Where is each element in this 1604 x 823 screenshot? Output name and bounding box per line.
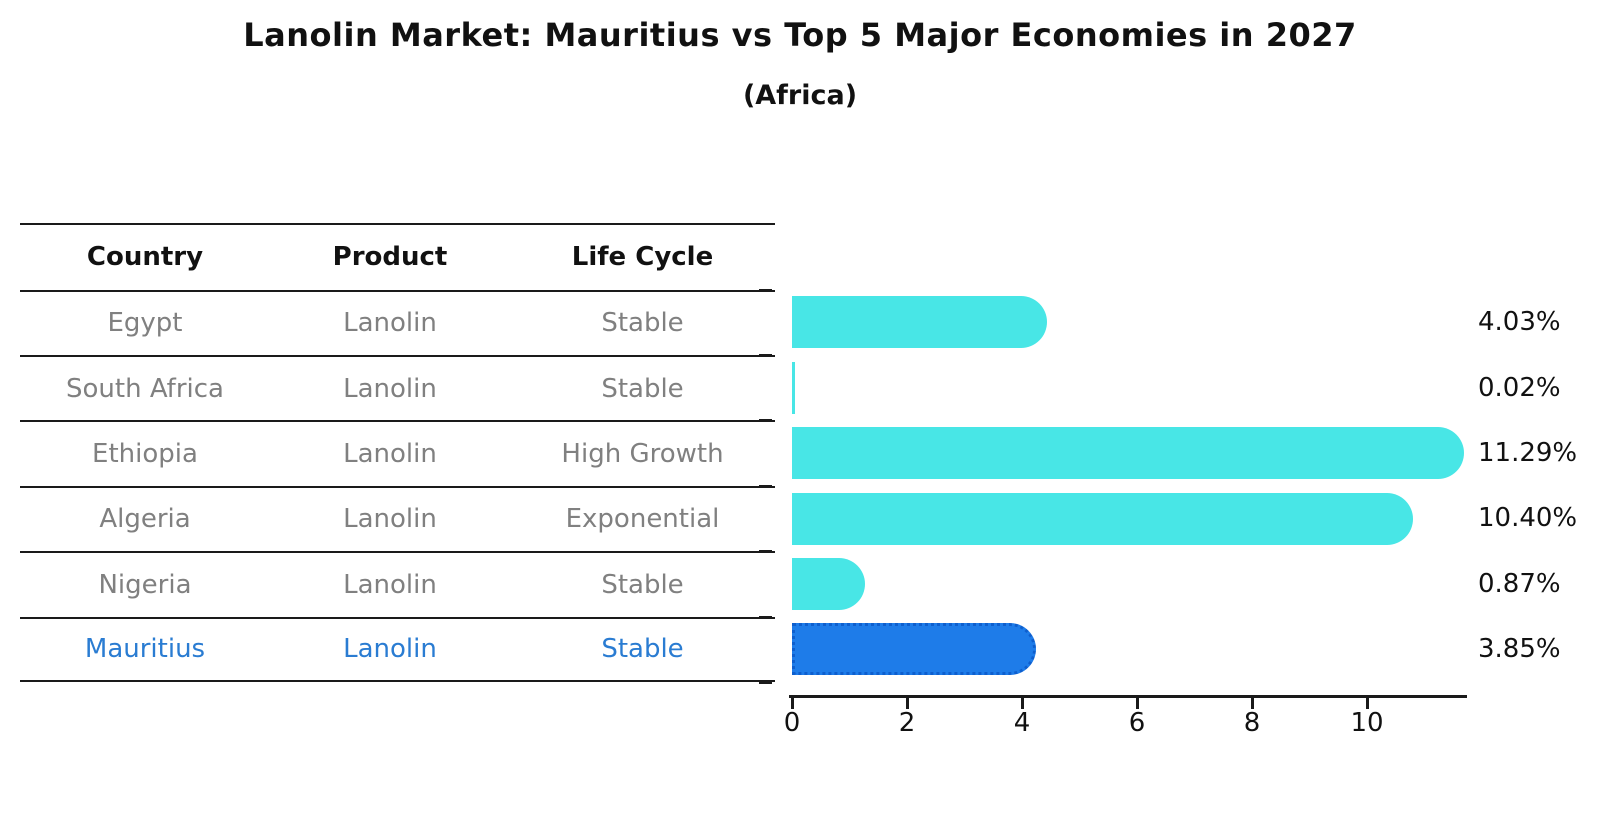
table-row-nigeria: Nigeria Lanolin Stable [20,551,775,616]
x-axis-tick [1135,698,1139,709]
x-axis-line [789,695,1467,698]
country-cell: Egypt [107,308,183,339]
country-cell: Ethiopia [92,439,198,470]
product-cell: Lanolin [343,373,437,404]
table-body: Egypt Lanolin Stable South Africa Lanolin Sta… [20,289,775,682]
x-axis-tick-label: 0 [783,708,801,738]
bar-ethiopia [792,427,1465,480]
life-cycle-cell: Stable [601,634,684,665]
y-axis-tick [759,681,772,684]
bar-egypt [792,296,1047,349]
chart-title: Lanolin Market: Mauritius vs Top 5 Major… [243,16,1357,54]
x-axis-tick [1020,698,1024,709]
value-label-nigeria: 0.87% [1478,568,1561,599]
x-axis-tick [790,698,794,709]
column-header-country: Country [86,242,204,273]
y-axis-tick [759,550,772,553]
column-header-product: Product [332,242,448,273]
x-axis-tick [1250,698,1254,709]
y-axis-tick [759,419,772,422]
x-axis-tick-label: 4 [1013,708,1031,738]
y-axis-tick [759,354,772,357]
life-cycle-cell: Stable [601,308,684,339]
country-cell: Mauritius [84,634,206,665]
x-axis-tick-label: 10 [1350,708,1384,738]
bar-south-africa [792,361,795,414]
life-cycle-cell: Stable [601,569,684,600]
bar-algeria [792,492,1413,545]
x-axis-tick-label: 6 [1128,708,1146,738]
life-cycle-cell: High Growth [561,439,724,470]
life-cycle-cell: Exponential [565,504,720,535]
product-cell: Lanolin [343,308,437,339]
country-table: Country Product Life Cycle Egypt Lanolin S… [20,223,775,682]
bar-mauritius [792,623,1037,676]
y-axis-tick [759,615,772,619]
x-axis-tick-label: 8 [1243,708,1261,738]
country-cell: South Africa [66,373,224,404]
column-header-life-cycle: Life Cycle [571,242,714,273]
table-row-algeria: Algeria Lanolin Exponential [20,485,775,551]
y-axis-tick [759,288,772,292]
product-cell: Lanolin [343,634,437,665]
table-row-south-africa: South Africa Lanolin Stable [20,354,775,420]
bar-nigeria [792,557,866,610]
product-cell: Lanolin [343,439,437,470]
value-label-egypt: 4.03% [1478,307,1561,338]
table-row-ethiopia: Ethiopia Lanolin High Growth [20,420,775,485]
value-label-ethiopia: 11.29% [1478,438,1578,469]
x-axis-tick-label: 2 [898,708,916,738]
y-axis-tick [759,484,772,488]
value-label-algeria: 10.40% [1478,503,1578,534]
x-axis-tick [1365,698,1369,709]
table-row-mauritius: Mauritius Lanolin Stable [20,616,775,682]
x-axis-tick [905,698,909,709]
product-cell: Lanolin [343,504,437,535]
value-label-south-africa: 0.02% [1478,372,1561,403]
country-cell: Algeria [99,504,191,535]
product-cell: Lanolin [343,569,437,600]
value-label-mauritius: 3.85% [1478,634,1561,665]
life-cycle-cell: Stable [601,373,684,404]
chart-subtitle: (Africa) [742,80,858,111]
table-header-row: Country Product Life Cycle [20,223,775,290]
table-row-egypt: Egypt Lanolin Stable [20,289,775,355]
country-cell: Nigeria [98,569,192,600]
